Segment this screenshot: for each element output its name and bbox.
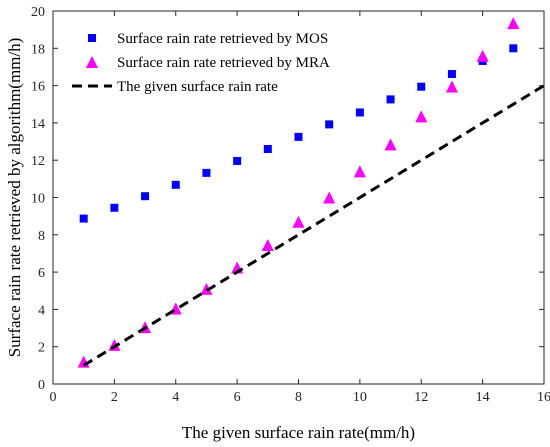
y-axis-title: Surface rain rate retrieved by algorithm… — [5, 38, 24, 358]
legend-marker-square — [88, 34, 96, 42]
y-tick-label: 6 — [38, 266, 45, 281]
reference-line — [82, 84, 545, 367]
mra-point — [445, 80, 458, 93]
mra-point — [200, 282, 213, 295]
y-tick-label: 2 — [38, 341, 45, 356]
y-tick-label: 14 — [31, 117, 45, 132]
legend-marker-triangle — [86, 56, 98, 68]
legend-item: The given surface rain rate — [72, 79, 278, 95]
mra-point — [476, 49, 489, 62]
mos-point — [355, 108, 364, 117]
y-tick-label: 0 — [38, 378, 45, 393]
mra-point — [507, 17, 520, 30]
y-tick-label: 4 — [38, 303, 45, 318]
x-axis-title: The given surface rain rate(mm/h) — [182, 423, 415, 442]
y-tick-label: 18 — [31, 42, 45, 57]
mos-point — [386, 95, 395, 104]
mra-point — [323, 191, 336, 204]
y-tick-label: 12 — [31, 154, 45, 169]
x-tick-label: 2 — [111, 390, 118, 405]
mos-point — [447, 70, 456, 79]
mos-point — [233, 156, 242, 165]
mra-point — [292, 215, 305, 228]
plot-area — [52, 10, 545, 385]
mos-point — [325, 120, 334, 129]
x-tick-label: 12 — [414, 390, 428, 405]
legend-label: Surface rain rate retrieved by MOS — [117, 31, 328, 47]
legend-label: The given surface rain rate — [117, 79, 278, 95]
y-tick-label: 10 — [31, 192, 45, 207]
y-tick-label: 8 — [38, 229, 45, 244]
legend-item: Surface rain rate retrieved by MRA — [86, 55, 330, 71]
mra-point — [415, 110, 428, 123]
legend-item: Surface rain rate retrieved by MOS — [88, 31, 328, 47]
mra-point — [261, 239, 274, 252]
mos-point — [110, 203, 119, 212]
mos-point — [417, 82, 426, 91]
x-tick-label: 6 — [234, 390, 241, 405]
mos-point — [509, 44, 518, 53]
mra-point — [353, 165, 366, 178]
mos-point — [294, 132, 303, 141]
mra-point — [384, 138, 397, 151]
mos-point — [141, 192, 150, 201]
series-layer — [77, 17, 545, 368]
x-tick-label: 4 — [172, 390, 179, 405]
x-tick-label: 8 — [295, 390, 302, 405]
x-tick-label: 0 — [50, 390, 57, 405]
mos-point — [263, 145, 272, 154]
mos-point — [202, 168, 211, 177]
y-tick-label: 16 — [31, 80, 45, 95]
axes-layer: 0 2 4 6 8 10 12 14 16 0 2 4 6 8 10 12 14 16 18 20 — [31, 5, 550, 405]
mos-point — [79, 214, 88, 223]
legend: Surface rain rate retrieved by MOS Surfac… — [72, 31, 330, 95]
legend-label: Surface rain rate retrieved by MRA — [117, 55, 330, 71]
x-tick-label: 14 — [476, 390, 490, 405]
y-tick-label: 20 — [31, 5, 45, 20]
mos-point — [171, 180, 180, 189]
x-tick-label: 10 — [353, 390, 367, 405]
plot-frame — [52, 10, 545, 385]
x-tick-label: 16 — [537, 390, 550, 405]
